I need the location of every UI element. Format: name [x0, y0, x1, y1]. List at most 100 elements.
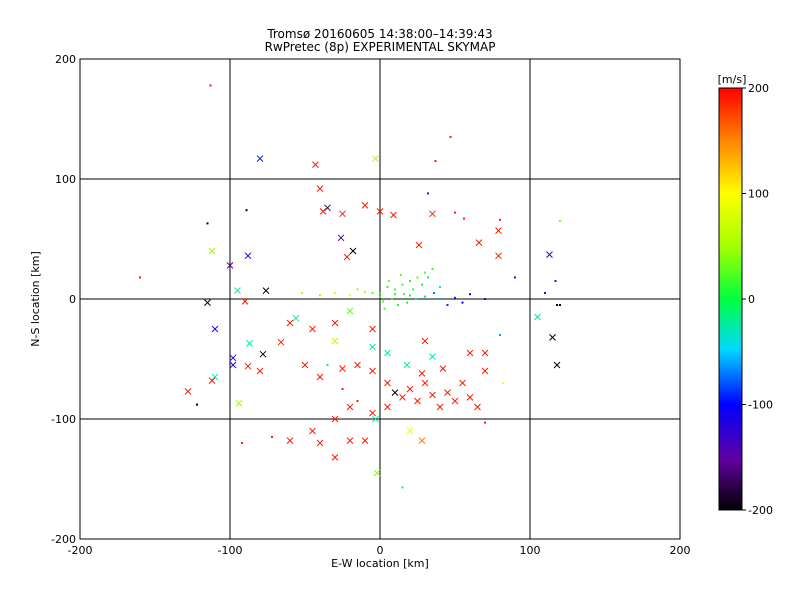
data-point-dot: [416, 276, 419, 279]
data-point-cross: [418, 437, 426, 444]
data-point-cross: [244, 252, 252, 260]
data-point-dot: [401, 486, 404, 489]
data-point-cross: [331, 319, 339, 327]
data-point-cross: [436, 403, 444, 411]
data-point-dot: [421, 283, 423, 286]
data-point-cross: [343, 253, 351, 261]
data-point-cross: [495, 227, 502, 234]
data-point-dot: [371, 292, 374, 294]
data-point-cross: [346, 437, 354, 444]
y-tick-label: -100: [51, 413, 76, 426]
data-point-cross: [372, 415, 379, 423]
data-point-dot: [356, 400, 359, 402]
data-point-cross: [349, 247, 357, 255]
data-point-dot: [424, 271, 426, 274]
data-point-cross: [474, 403, 481, 411]
data-point-cross: [369, 325, 376, 333]
data-point-cross: [451, 397, 459, 405]
y-tick-label: -200: [51, 533, 76, 546]
data-point-cross: [390, 211, 397, 219]
data-point-dot: [334, 292, 336, 294]
data-point-cross: [384, 349, 391, 357]
data-point-cross: [339, 365, 346, 372]
data-point-cross: [309, 427, 316, 435]
colorbar-label: [m/s]: [718, 73, 747, 86]
data-point-dot: [454, 211, 456, 214]
data-point-dot: [484, 421, 486, 424]
data-point-cross: [481, 349, 489, 357]
data-point-dot: [139, 276, 141, 279]
data-point-dot: [544, 292, 546, 294]
data-point-cross: [361, 202, 369, 209]
data-point-dot: [394, 293, 396, 296]
data-point-cross: [319, 208, 327, 215]
data-point-dot: [559, 220, 561, 222]
data-point-cross: [256, 367, 264, 375]
data-point-cross: [475, 239, 483, 246]
data-point-dot: [349, 294, 351, 297]
x-tick-label: 100: [520, 544, 541, 557]
x-tick-label: 0: [377, 544, 384, 557]
data-point-cross: [346, 403, 354, 411]
data-point-cross: [459, 379, 466, 387]
data-point-dot: [469, 293, 471, 296]
data-point-cross: [373, 469, 381, 477]
data-point-cross: [309, 325, 316, 333]
data-point-cross: [429, 210, 436, 218]
data-point-cross: [403, 361, 411, 369]
data-point-cross: [369, 409, 376, 417]
colorbar-tick-label: 0: [748, 293, 755, 306]
data-point-cross: [418, 370, 426, 377]
x-tick-label: -100: [218, 544, 243, 557]
data-point-cross: [331, 415, 339, 423]
data-point-dot: [326, 364, 329, 366]
data-point-cross: [384, 403, 391, 411]
data-point-dot: [412, 288, 414, 291]
x-axis-label: E-W location [km]: [331, 557, 429, 570]
y-tick-label: 0: [69, 293, 76, 306]
data-point-dot: [196, 403, 198, 406]
data-point-dot: [364, 290, 366, 293]
data-point-dot: [454, 296, 456, 299]
data-point-dot: [388, 280, 390, 282]
data-point-cross: [256, 155, 264, 162]
data-point-dot: [415, 298, 417, 300]
data-point-cross: [421, 337, 429, 345]
data-point-cross: [226, 262, 234, 269]
data-point-cross: [316, 373, 324, 381]
data-point-cross: [414, 397, 421, 405]
x-tick-label: 200: [670, 544, 691, 557]
data-point-cross: [244, 362, 252, 370]
data-point-cross: [354, 361, 361, 369]
data-point-dot: [319, 294, 321, 297]
data-point-cross: [229, 354, 237, 362]
data-point-cross: [339, 210, 346, 218]
data-point-cross: [204, 299, 211, 306]
data-point-dot: [356, 288, 359, 291]
data-point-dot: [397, 304, 399, 306]
data-point-dot: [403, 293, 405, 296]
data-point-dot: [379, 292, 381, 294]
data-point-dot: [409, 280, 411, 282]
data-point-dot: [514, 276, 516, 279]
data-point-cross: [549, 334, 556, 341]
data-point-cross: [429, 391, 436, 399]
data-point-cross: [208, 247, 216, 255]
data-point-dot: [434, 160, 437, 162]
colorbar-tick-label: -200: [748, 504, 773, 517]
data-point-cross: [361, 437, 369, 444]
data-point-dot: [424, 295, 426, 298]
data-point-cross: [376, 208, 384, 215]
data-point-cross: [229, 361, 237, 369]
data-point-dot: [461, 301, 464, 304]
data-point-dot: [449, 136, 452, 138]
data-point-cross: [301, 361, 309, 369]
data-point-dot: [427, 192, 429, 195]
data-point-dot: [400, 274, 402, 276]
colorbar-ticks: 200 100 0 -100 -200: [742, 82, 773, 517]
colorbar-tick-label: -100: [748, 399, 773, 412]
data-point-cross: [277, 338, 285, 346]
data-points: [139, 84, 561, 489]
data-point-cross: [553, 361, 561, 369]
data-point-cross: [337, 234, 345, 242]
